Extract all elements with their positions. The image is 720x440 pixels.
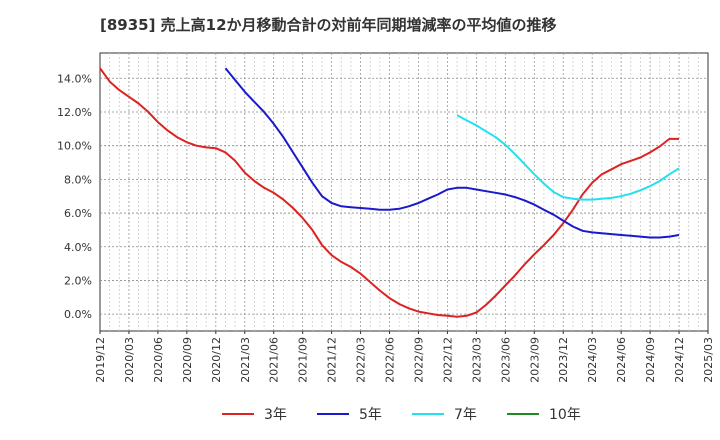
x-tick-label: 2025/03 [702, 337, 715, 383]
x-tick-label: 2022/09 [412, 337, 425, 383]
x-tick-label: 2021/03 [239, 337, 252, 383]
x-tick-label: 2022/12 [441, 337, 454, 383]
x-tick-label: 2023/03 [470, 337, 483, 383]
x-tick-label: 2023/06 [499, 337, 512, 383]
x-tick-label: 2024/12 [673, 337, 686, 383]
x-tick-label: 2024/03 [586, 337, 599, 383]
legend-label-2: 7年 [454, 407, 477, 423]
x-tick-label: 2022/03 [355, 337, 368, 383]
y-tick-label: 12.0% [57, 106, 92, 119]
legend-label-0: 3年 [264, 407, 287, 423]
x-tick-label: 2021/06 [268, 337, 281, 383]
series-line-0 [99, 67, 679, 318]
y-tick-label: 2.0% [64, 274, 92, 287]
legend-label-3: 10年 [549, 407, 581, 423]
x-tick-label: 2020/03 [123, 337, 136, 383]
x-tick-label: 2023/12 [557, 337, 570, 383]
x-tick-label: 2020/12 [210, 337, 223, 383]
x-tick-label: 2022/06 [384, 337, 397, 383]
x-tick-label: 2023/09 [528, 337, 541, 383]
x-tick-label: 2021/12 [326, 337, 339, 383]
x-tick-label: 2024/09 [644, 337, 657, 383]
y-tick-label: 8.0% [64, 173, 92, 186]
plot-frame [99, 52, 709, 332]
x-tick-label: 2019/12 [94, 337, 107, 383]
x-tick-label: 2024/06 [615, 337, 628, 383]
y-tick-label: 14.0% [57, 72, 92, 85]
series-line-2 [456, 114, 680, 201]
y-tick-label: 0.0% [64, 308, 92, 321]
series-line-1 [224, 67, 680, 239]
y-tick-label: 10.0% [57, 140, 92, 153]
chart-title: [8935] 売上高12か月移動合計の対前年同期増減率の平均値の推移 [100, 16, 557, 34]
x-tick-label: 2020/06 [152, 337, 165, 383]
x-tick-label: 2021/09 [297, 337, 310, 383]
legend-label-1: 5年 [359, 407, 382, 423]
x-tick-label: 2020/09 [181, 337, 194, 383]
y-tick-label: 4.0% [64, 241, 92, 254]
y-tick-label: 6.0% [64, 207, 92, 220]
